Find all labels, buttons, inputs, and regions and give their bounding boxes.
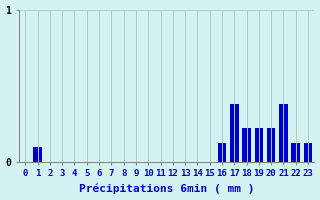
- Bar: [304, 143, 312, 162]
- Bar: [279, 104, 288, 162]
- Bar: [33, 147, 42, 162]
- Bar: [218, 143, 226, 162]
- Bar: [230, 104, 239, 162]
- Bar: [292, 143, 300, 162]
- Bar: [255, 128, 263, 162]
- Bar: [242, 128, 251, 162]
- Bar: [267, 128, 276, 162]
- X-axis label: Précipitations 6min ( mm ): Précipitations 6min ( mm ): [79, 184, 254, 194]
